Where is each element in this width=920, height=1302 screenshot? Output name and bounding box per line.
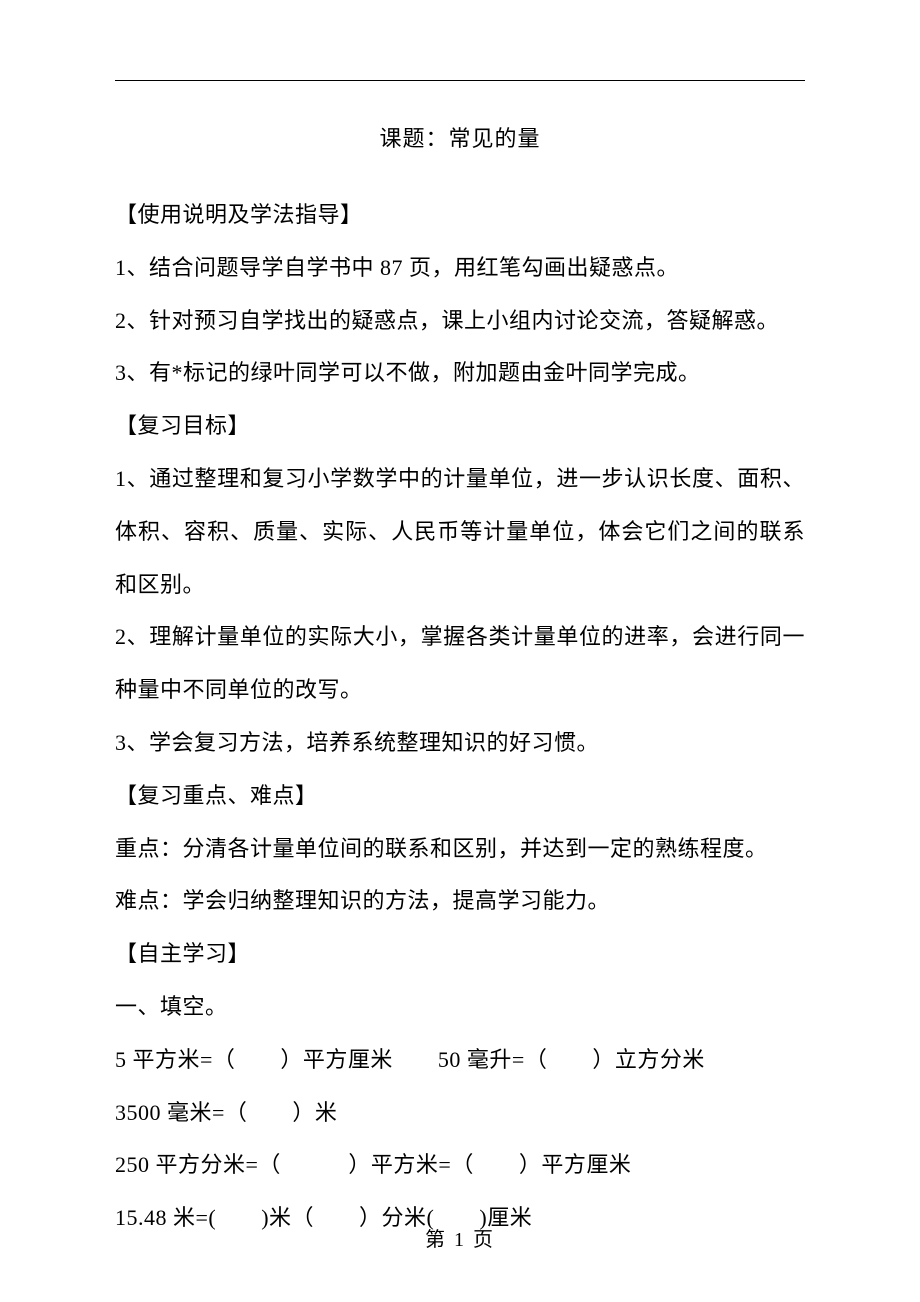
keypoints-item-1: 重点：分清各计量单位间的联系和区别，并达到一定的熟练程度。 (115, 823, 805, 876)
page-number: 第 1 页 (0, 1223, 920, 1252)
document-title: 课题：常见的量 (115, 121, 805, 153)
keypoints-item-2: 难点：学会归纳整理知识的方法，提高学习能力。 (115, 875, 805, 928)
fillblank-item-2: 3500 毫米=（ ）米 (115, 1087, 805, 1140)
objectives-item-3: 3、学会复习方法，培养系统整理知识的好习惯。 (115, 717, 805, 770)
header-divider (115, 80, 805, 81)
objectives-header: 【复习目标】 (115, 400, 805, 453)
selfstudy-subheader: 一、填空。 (115, 981, 805, 1034)
instructions-item-1: 1、结合问题导学自学书中 87 页，用红笔勾画出疑惑点。 (115, 242, 805, 295)
instructions-item-2: 2、针对预习自学找出的疑惑点，课上小组内讨论交流，答疑解惑。 (115, 295, 805, 348)
fillblank-item-3: 250 平方分米=（ ）平方米=（ ）平方厘米 (115, 1139, 805, 1192)
objectives-item-2: 2、理解计量单位的实际大小，掌握各类计量单位的进率，会进行同一种量中不同单位的改… (115, 611, 805, 717)
selfstudy-header: 【自主学习】 (115, 928, 805, 981)
instructions-item-3: 3、有*标记的绿叶同学可以不做，附加题由金叶同学完成。 (115, 347, 805, 400)
objectives-item-1: 1、通过整理和复习小学数学中的计量单位，进一步认识长度、面积、体积、容积、质量、… (115, 453, 805, 611)
keypoints-header: 【复习重点、难点】 (115, 770, 805, 823)
fillblank-item-1: 5 平方米=（ ）平方厘米 50 毫升=（ ）立方分米 (115, 1034, 805, 1087)
instructions-header: 【使用说明及学法指导】 (115, 189, 805, 242)
document-page: 课题：常见的量 【使用说明及学法指导】 1、结合问题导学自学书中 87 页，用红… (0, 0, 920, 1302)
